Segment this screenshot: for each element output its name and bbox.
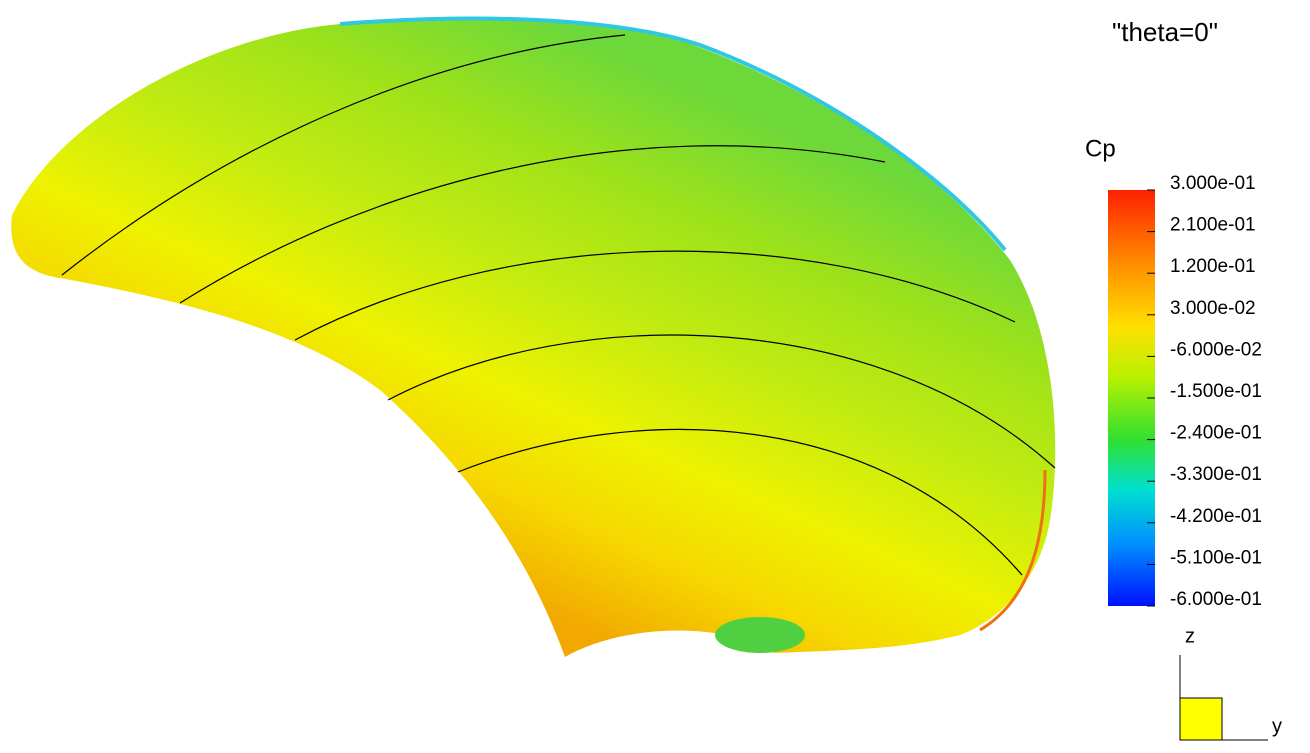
blade [11, 18, 1056, 657]
section-lines [61, 34, 1056, 576]
colorbar-tick-label: 2.100e-01 [1170, 215, 1256, 236]
y-label: y [1272, 715, 1282, 737]
axis-triad: z y [1179, 625, 1282, 741]
blade-edge [979, 469, 1047, 632]
triad-box [1179, 697, 1223, 741]
colorbar-tick-label: -6.000e-02 [1170, 339, 1262, 360]
blade-surface [11, 16, 1056, 657]
colorbar-tick-label: 3.000e-02 [1170, 298, 1256, 319]
colorbar-tick-label: -1.500e-01 [1170, 381, 1262, 402]
colorbar-label: Cp [1085, 135, 1116, 162]
colorbar-tick-label: 1.200e-01 [1170, 256, 1256, 277]
z-label: z [1185, 625, 1195, 647]
hub-spot [715, 617, 805, 653]
colorbar-tick-label: -4.200e-01 [1170, 506, 1262, 527]
blade-rim [339, 16, 1007, 252]
colorbar-tick-label: 3.000e-01 [1170, 173, 1256, 194]
colorbar-tick-label: -2.400e-01 [1170, 423, 1262, 444]
colorbar-tick-label: -3.300e-01 [1170, 464, 1262, 485]
colorbar-tick-label: -6.000e-01 [1170, 589, 1262, 610]
colorbar-tick-label: -5.100e-01 [1170, 547, 1262, 568]
chart-title: "theta=0" [1112, 17, 1218, 47]
